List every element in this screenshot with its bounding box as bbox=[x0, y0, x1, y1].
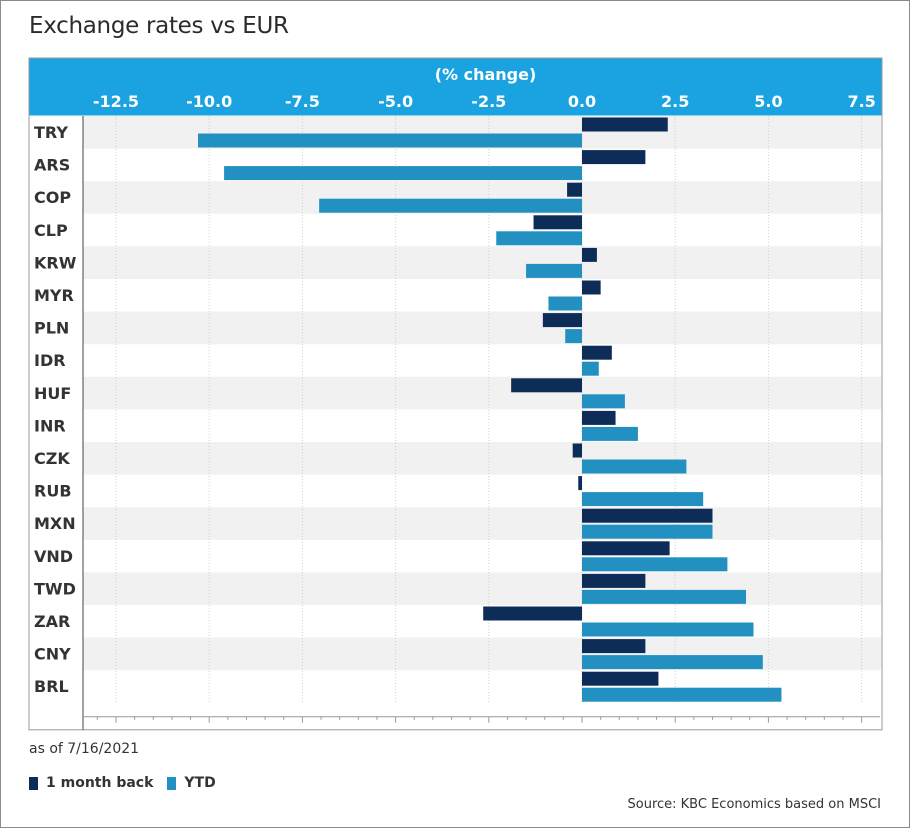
bar-ytd-idr bbox=[582, 361, 599, 376]
source-note: Source: KBC Economics based on MSCI bbox=[627, 797, 882, 812]
bar-ytd-cny bbox=[582, 655, 763, 670]
category-label-myr: MYR bbox=[34, 286, 74, 305]
bar-ytd-huf bbox=[582, 394, 625, 409]
legend-item-ytd: YTD bbox=[167, 775, 216, 791]
row-stripe bbox=[83, 442, 881, 475]
bar-ytd-czk bbox=[582, 459, 687, 474]
x-axis-label: (% change) bbox=[435, 65, 537, 84]
bar-1-month-back-vnd bbox=[582, 541, 670, 556]
bar-1-month-back-czk bbox=[572, 443, 582, 458]
category-label-try: TRY bbox=[34, 123, 68, 142]
category-label-czk: CZK bbox=[34, 449, 70, 468]
chart-legend: 1 month back YTD bbox=[29, 775, 230, 791]
row-stripe bbox=[83, 246, 881, 279]
legend-label-1-month-back: 1 month back bbox=[46, 775, 154, 791]
x-tick-label: 0.0 bbox=[568, 92, 596, 111]
category-label-mxn: MXN bbox=[34, 514, 76, 533]
legend-swatch-1-month-back bbox=[29, 776, 38, 790]
bar-ytd-krw bbox=[526, 263, 582, 278]
x-tick-label: 7.5 bbox=[847, 92, 875, 111]
bar-1-month-back-krw bbox=[582, 247, 597, 262]
category-label-cny: CNY bbox=[34, 645, 71, 664]
bar-1-month-back-huf bbox=[511, 378, 582, 393]
bar-ytd-zar bbox=[582, 622, 754, 637]
row-stripe bbox=[83, 572, 881, 605]
bar-ytd-cop bbox=[319, 198, 582, 213]
category-label-cop: COP bbox=[34, 188, 71, 207]
bar-1-month-back-idr bbox=[582, 345, 612, 360]
x-tick-label: 2.5 bbox=[661, 92, 689, 111]
category-label-inr: INR bbox=[34, 416, 66, 435]
x-tick-label: -7.5 bbox=[285, 92, 320, 111]
x-tick-label: -2.5 bbox=[471, 92, 506, 111]
bar-1-month-back-twd bbox=[582, 573, 646, 588]
bar-ytd-twd bbox=[582, 589, 747, 604]
category-label-brl: BRL bbox=[34, 677, 69, 696]
bar-1-month-back-cny bbox=[582, 639, 646, 654]
category-label-pln: PLN bbox=[34, 319, 69, 338]
bar-ytd-pln bbox=[565, 329, 582, 344]
x-tick-label: -12.5 bbox=[93, 92, 139, 111]
bar-1-month-back-myr bbox=[582, 280, 601, 295]
bar-ytd-ars bbox=[224, 166, 582, 181]
bar-ytd-try bbox=[198, 133, 582, 148]
bar-1-month-back-clp bbox=[533, 215, 582, 230]
legend-swatch-ytd bbox=[167, 776, 177, 790]
bar-ytd-brl bbox=[582, 687, 782, 702]
legend-label-ytd: YTD bbox=[184, 775, 216, 791]
category-label-zar: ZAR bbox=[34, 612, 70, 631]
category-label-huf: HUF bbox=[34, 384, 71, 403]
x-tick-label: -10.0 bbox=[186, 92, 232, 111]
axis-header-band bbox=[29, 58, 882, 116]
bar-1-month-back-rub bbox=[578, 476, 582, 491]
bar-chart: (% change) -12.5 -10.0 -7.5 -5.0 -2.5 0.0 2.5 5.… bbox=[28, 57, 883, 731]
x-tick-label: -5.0 bbox=[378, 92, 413, 111]
row-stripe bbox=[83, 311, 881, 345]
chart-title: Exchange rates vs EUR bbox=[29, 13, 289, 39]
bar-ytd-inr bbox=[582, 426, 638, 441]
bar-1-month-back-inr bbox=[582, 410, 616, 425]
bar-1-month-back-try bbox=[582, 117, 668, 132]
bar-ytd-vnd bbox=[582, 557, 728, 572]
bar-1-month-back-pln bbox=[542, 313, 582, 328]
category-label-twd: TWD bbox=[34, 579, 76, 598]
category-label-rub: RUB bbox=[34, 482, 72, 501]
as-of-note: as of 7/16/2021 bbox=[29, 741, 140, 757]
category-label-idr: IDR bbox=[34, 351, 66, 370]
bar-ytd-mxn bbox=[582, 524, 713, 539]
bar-ytd-myr bbox=[548, 296, 582, 311]
bar-1-month-back-zar bbox=[483, 606, 582, 621]
category-label-krw: KRW bbox=[34, 253, 77, 272]
bar-ytd-clp bbox=[496, 231, 582, 246]
legend-item-1-month-back: 1 month back bbox=[29, 775, 153, 791]
x-tick-label: 5.0 bbox=[754, 92, 782, 111]
category-label-ars: ARS bbox=[34, 156, 70, 175]
row-stripe bbox=[83, 376, 881, 410]
category-label-vnd: VND bbox=[34, 547, 73, 566]
bar-1-month-back-brl bbox=[582, 671, 659, 686]
row-stripe bbox=[83, 507, 881, 540]
bar-1-month-back-mxn bbox=[582, 508, 713, 523]
bar-1-month-back-cop bbox=[567, 182, 582, 197]
bar-1-month-back-ars bbox=[582, 150, 646, 165]
category-label-clp: CLP bbox=[34, 221, 68, 240]
bar-ytd-rub bbox=[582, 492, 704, 507]
